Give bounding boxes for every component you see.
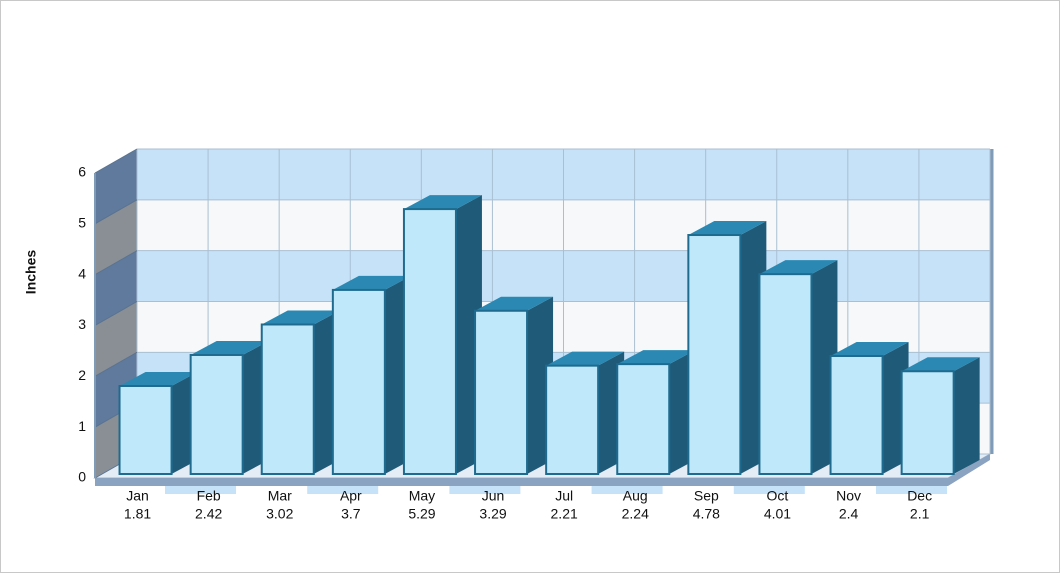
bar <box>118 371 198 475</box>
value-label: 2.1 <box>910 506 930 522</box>
bar-front <box>758 273 813 475</box>
bar-side <box>953 357 980 474</box>
bar-front <box>260 323 315 475</box>
bar-top <box>546 351 625 366</box>
bar-front <box>900 370 955 475</box>
bar-top <box>190 340 269 355</box>
bar-top <box>332 275 411 290</box>
y-tick-label: 5 <box>78 215 86 231</box>
label-band <box>733 486 805 494</box>
value-label: 2.21 <box>551 506 578 522</box>
value-label: 5.29 <box>408 506 435 522</box>
x-tick-label: Apr <box>340 488 362 504</box>
label-band <box>307 486 379 494</box>
bar-front <box>189 353 244 476</box>
label-band <box>591 486 663 494</box>
bar-top <box>475 296 554 311</box>
side-grid-line <box>94 301 138 326</box>
label-band <box>165 486 236 494</box>
bar-top <box>403 195 482 210</box>
x-tick-label: May <box>409 488 435 504</box>
side-band <box>95 199 137 275</box>
bar-front <box>118 384 173 475</box>
value-label: 4.01 <box>764 506 791 522</box>
value-label: 3.7 <box>341 506 361 522</box>
bar-top <box>901 357 980 372</box>
plot: 0 1 2 3 4 5 6 Jan 1.81 Feb 2.42 Mar 3.02 Apr 3.7 May 5.2… <box>78 148 994 522</box>
bar-top <box>261 310 340 325</box>
y-axis-label: Inches <box>23 250 39 295</box>
label-band <box>449 486 521 494</box>
bar-top <box>830 342 909 356</box>
bar <box>758 260 838 475</box>
value-label: 2.4 <box>839 506 859 522</box>
side-grid-line <box>94 351 138 377</box>
bar-front <box>331 288 386 475</box>
floor-edge <box>95 454 990 486</box>
x-tick-label: Jun <box>482 488 505 504</box>
bar <box>402 195 482 475</box>
bar <box>545 351 625 475</box>
bar-front <box>474 309 529 475</box>
x-tick-label: Aug <box>623 488 648 504</box>
value-label: 4.78 <box>693 506 720 522</box>
side-band <box>95 149 137 224</box>
side-grid-line <box>94 250 138 276</box>
bar <box>189 340 269 476</box>
x-tick-label: Mar <box>268 488 292 504</box>
y-tick-label: 6 <box>78 164 86 180</box>
side-grid-line <box>94 148 138 174</box>
side-band <box>95 250 137 326</box>
label-band <box>876 486 947 494</box>
bar-top <box>688 221 767 236</box>
bar <box>260 310 340 475</box>
bar-top <box>617 350 696 365</box>
bar-front <box>545 364 600 475</box>
wall-band <box>137 250 992 302</box>
bar <box>687 221 767 475</box>
bar <box>474 296 554 475</box>
y-tick-label: 3 <box>78 316 86 332</box>
x-tick-label: Dec <box>907 488 932 504</box>
value-label: 2.24 <box>622 506 649 522</box>
y-tick-label: 4 <box>78 265 86 281</box>
bar <box>829 342 909 475</box>
bar-top <box>119 371 198 386</box>
x-tick-label: Jul <box>555 488 573 504</box>
wall-band <box>137 199 992 251</box>
wall-band <box>137 149 992 200</box>
y-tick-label: 0 <box>78 469 86 485</box>
value-label: 1.81 <box>124 506 151 522</box>
x-tick-label: Sep <box>694 488 719 504</box>
x-tick-label: Jan <box>126 488 149 504</box>
bar-front <box>687 234 742 475</box>
side-grid-line <box>94 199 138 225</box>
bar-top <box>759 260 838 275</box>
value-label: 3.29 <box>479 506 506 522</box>
bar-front <box>616 363 671 475</box>
bar-front <box>829 355 884 475</box>
value-label: 2.42 <box>195 506 222 522</box>
side-band <box>95 301 137 377</box>
bar-front <box>402 208 457 475</box>
bar <box>900 357 980 475</box>
bar <box>331 275 411 475</box>
x-tick-label: Feb <box>197 488 221 504</box>
bar <box>616 350 696 475</box>
y-tick-label: 2 <box>78 367 86 383</box>
x-tick-label: Oct <box>767 488 789 504</box>
value-label: 3.02 <box>266 506 293 522</box>
x-tick-label: Nov <box>836 488 861 504</box>
y-tick-label: 1 <box>78 418 86 434</box>
